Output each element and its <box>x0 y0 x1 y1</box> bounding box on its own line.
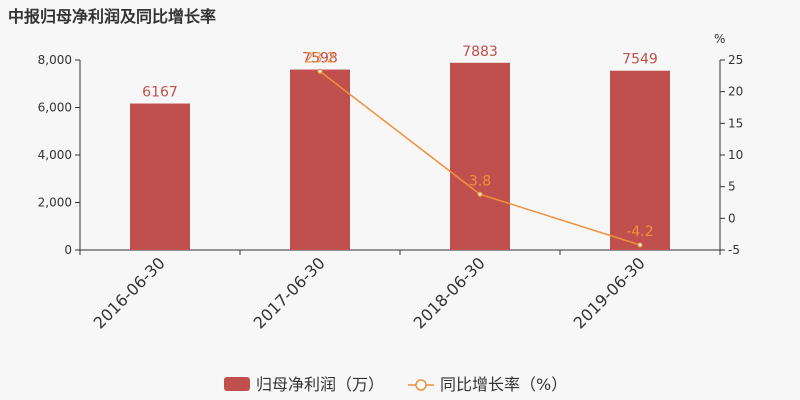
bar-data-label: 7549 <box>622 52 658 68</box>
bar <box>450 62 510 251</box>
y-left-tick-label: 2,000 <box>38 196 72 210</box>
y-right-tick-label: 10 <box>728 148 743 162</box>
bar-data-label: 7598 <box>302 51 338 67</box>
bar <box>290 69 350 250</box>
y-left-tick-label: 6,000 <box>38 101 72 115</box>
legend: 归母净利润（万） 同比增长率（%） <box>224 375 567 394</box>
y-right-unit: % <box>714 32 725 46</box>
bar <box>130 103 190 250</box>
legend-swatch-line-marker <box>415 379 427 391</box>
legend-label-bar: 归母净利润（万） <box>256 375 384 394</box>
line-point <box>637 242 643 248</box>
line-point <box>317 68 323 75</box>
y-right-tick-label: 25 <box>728 53 743 67</box>
y-right-tick-label: 0 <box>728 211 736 225</box>
bar <box>610 70 670 251</box>
line-point <box>477 191 483 197</box>
line-data-label: 23.2 <box>304 50 335 66</box>
y-left-tick-label: 0 <box>64 243 72 257</box>
y-right-tick-label: -5 <box>728 243 740 257</box>
y-right-tick-label: 5 <box>728 180 736 194</box>
legend-label-line: 同比增长率（%） <box>440 375 567 394</box>
y-right-tick-label: 20 <box>728 85 743 99</box>
y-right-tick-label: 15 <box>728 116 743 130</box>
y-left-tick-label: 4,000 <box>38 148 72 162</box>
plot-area: 0 2,000 4,000 6,000 8,000 -5 0 5 10 15 20 25% 2016-0… <box>38 32 744 333</box>
line-data-label: -4.2 <box>626 224 653 240</box>
chart-title: 中报归母净利润及同比增长率 <box>8 7 216 26</box>
x-tick-label: 2019-06-30 <box>570 253 649 332</box>
x-tick-label: 2018-06-30 <box>410 253 489 332</box>
legend-swatch-bar <box>224 377 250 391</box>
line-data-label: 3.8 <box>469 173 491 189</box>
bar-data-label: 6167 <box>142 85 178 101</box>
x-tick-label: 2016-06-30 <box>90 253 169 332</box>
y-left-tick-label: 8,000 <box>38 53 72 67</box>
x-tick-label: 2017-06-30 <box>250 253 329 332</box>
bar-data-label: 7883 <box>462 44 498 60</box>
